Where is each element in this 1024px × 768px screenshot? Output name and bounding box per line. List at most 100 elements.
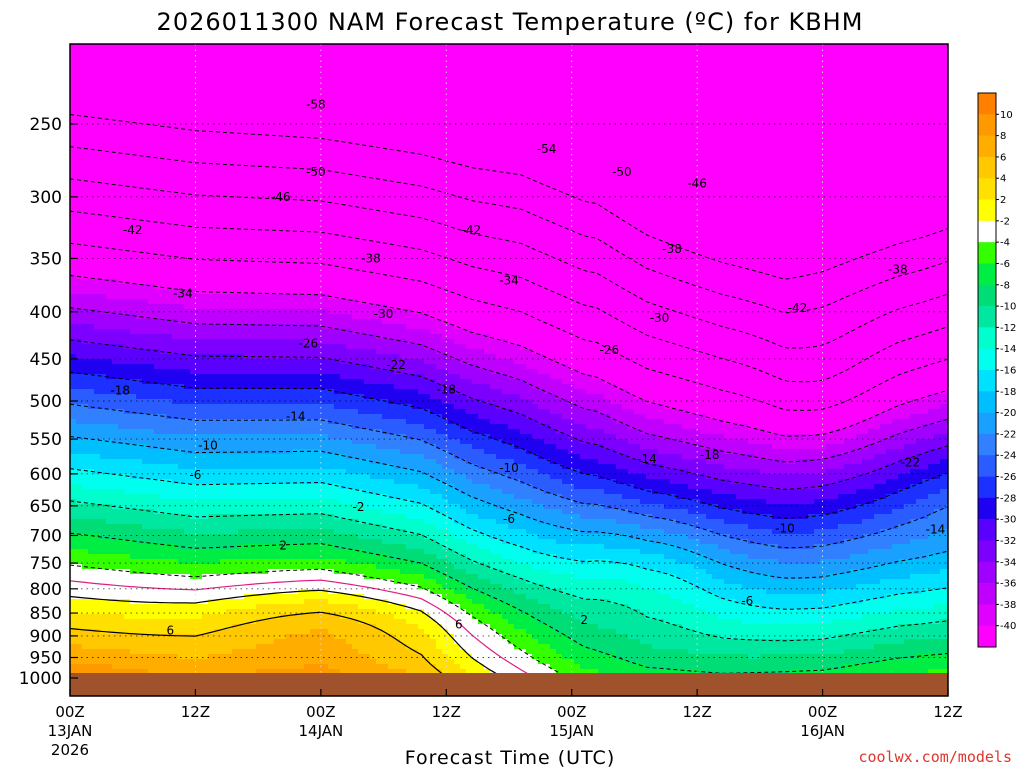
colorbar-swatch: [978, 135, 996, 158]
contour-label: -22: [901, 455, 921, 469]
colorbar-swatch: [978, 306, 996, 328]
colorbar-swatch: [978, 156, 996, 179]
y-tick-label: 750: [30, 554, 62, 574]
colorbar-swatch: [978, 476, 996, 499]
colorbar-label: -28: [1000, 493, 1016, 504]
y-tick-label: 900: [30, 627, 62, 647]
ground-surface: [70, 673, 948, 696]
colorbar-label: -22: [1000, 429, 1016, 440]
colorbar-label: 2: [1000, 195, 1006, 206]
y-tick-label: 650: [30, 497, 62, 517]
x-tick-date-label: 16JAN: [800, 722, 845, 740]
contour-label: 2: [279, 539, 287, 553]
x-tick-label: 12Z: [933, 703, 962, 721]
colorbar-label: -2: [1000, 216, 1010, 227]
colorbar-swatch: [978, 625, 996, 648]
colorbar-label: -26: [1000, 472, 1016, 483]
contour-label: -14: [286, 410, 306, 424]
colorbar-label: -24: [1000, 451, 1016, 462]
colorbar-label: -38: [1000, 600, 1016, 611]
contour-label: -34: [173, 286, 193, 300]
colorbar-label: -4: [1000, 238, 1010, 249]
contour-label: 6: [167, 624, 175, 638]
y-tick-label: 500: [30, 392, 62, 412]
contour-label: -6: [503, 512, 515, 526]
plot-frame: [69, 43, 949, 697]
colorbar-label: -12: [1000, 323, 1016, 334]
colorbar-label: 4: [1000, 174, 1006, 185]
colorbar-swatch: [978, 391, 996, 413]
colorbar-label: -10: [1000, 302, 1016, 313]
y-tick-label: 300: [30, 188, 62, 208]
colorbar-swatch: [978, 199, 996, 222]
y-tick-label: 800: [30, 580, 62, 600]
colorbar-label: -20: [1000, 408, 1016, 419]
colorbar-swatch: [978, 114, 996, 136]
colorbar-label: -8: [1000, 280, 1010, 291]
contour-labels: -58-54-50-50-46-46-42-42-42-42-38-38-38-…: [110, 97, 1024, 650]
contour-label: -58: [306, 97, 326, 111]
grid-lines: [70, 44, 948, 696]
colorbar-swatch: [978, 93, 996, 115]
contour-label: -42: [1013, 254, 1024, 268]
colorbar-swatch: [978, 242, 996, 264]
y-tick-label: 850: [30, 604, 62, 624]
x-tick-label: 12Z: [682, 703, 711, 721]
contour-label: -6: [189, 468, 201, 482]
contour-label: -50: [306, 165, 326, 179]
plot-area: -58-54-50-50-46-46-42-42-42-42-38-38-38-…: [70, 44, 1024, 696]
colorbar-label: -6: [1000, 259, 1010, 270]
contour-label: 6: [455, 618, 463, 632]
x-tick-date-label: 15JAN: [549, 722, 594, 740]
contour-label: -30: [374, 307, 394, 321]
colorbar-swatch: [978, 497, 996, 520]
colorbar-swatch: [978, 412, 996, 435]
colorbar-swatch: [978, 348, 996, 371]
contour-label: -34: [499, 274, 519, 288]
x-tick-year-label: 2026: [51, 741, 89, 759]
contour-label: -42: [788, 301, 808, 315]
colorbar-swatch: [978, 220, 996, 243]
y-tick-label: 350: [30, 249, 62, 269]
y-tick-label: 450: [30, 350, 62, 370]
temperature-bands: [70, 259, 948, 680]
x-tick-label: 12Z: [432, 703, 461, 721]
colorbar-label: 8: [1000, 131, 1006, 142]
contour-label: -18: [110, 383, 130, 397]
colorbar-swatch: [978, 327, 996, 349]
chart-title: 2026011300 NAM Forecast Temperature (ºC)…: [157, 8, 864, 36]
colorbar-swatch: [978, 540, 996, 563]
colorbar-swatch: [978, 561, 996, 584]
contour-label: -6: [1005, 636, 1017, 650]
colorbar-label: -30: [1000, 515, 1016, 526]
x-tick-date-label: 13JAN: [48, 722, 93, 740]
contour-label: -10: [775, 522, 795, 536]
y-tick-label: 400: [30, 303, 62, 323]
y-tick-label: 1000: [19, 669, 62, 689]
colorbar-swatch: [978, 370, 996, 392]
y-tick-label: 950: [30, 649, 62, 669]
colorbar-label: -32: [1000, 536, 1016, 547]
colorbar-label: -16: [1000, 366, 1016, 377]
contour-label: -14: [637, 452, 657, 466]
solid-isotherms: [70, 579, 532, 678]
contour-label: -22: [386, 358, 406, 372]
x-tick-label: 12Z: [181, 703, 210, 721]
contour-label: -38: [361, 251, 381, 265]
colorbar: 10 8 6 4 2 -2 -4 -6 -8 -10 -12 -14 -16 -18 -20 -22 -24 -2…: [977, 92, 1016, 648]
contour-label: -10: [499, 461, 519, 475]
x-tick-label: 00Z: [306, 703, 335, 721]
contour-label: -46: [687, 176, 707, 190]
colorbar-swatch: [978, 178, 996, 200]
contour-label: -38: [662, 242, 682, 256]
colorbar-swatch: [978, 519, 996, 541]
x-tick-label: 00Z: [808, 703, 837, 721]
contour-label: -6: [741, 594, 753, 608]
contour-label: -26: [299, 337, 319, 351]
contour-label: -50: [612, 165, 632, 179]
colorbar-label: -40: [1000, 621, 1016, 632]
colorbar-swatch: [978, 284, 996, 307]
colorbar-swatch: [978, 455, 996, 477]
